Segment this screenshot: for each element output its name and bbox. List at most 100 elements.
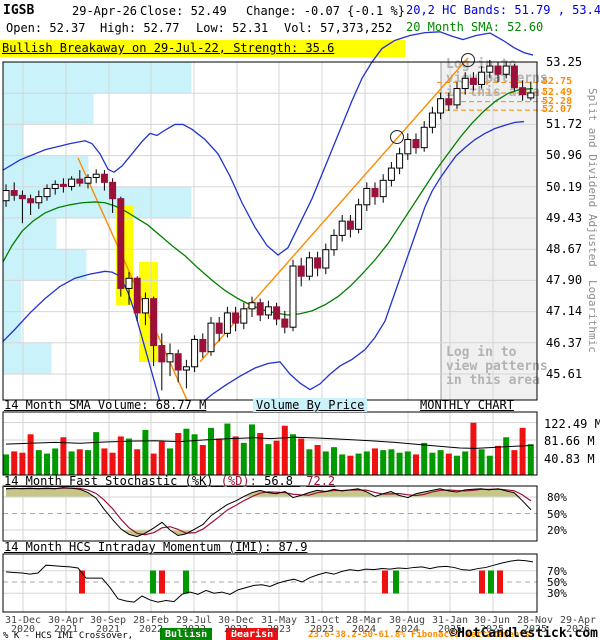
candle-body [437, 98, 445, 114]
stochastic-title[interactable]: 14 Month Fast Stochastic (%K) (%D): 56.8… [4, 474, 335, 488]
volume-label: Vol: 57,373,252 [284, 21, 393, 35]
volume-bar [298, 438, 305, 475]
volume-bar [339, 454, 346, 475]
imi-crossover-green-bar [150, 570, 156, 594]
symbol-label: IGSB [3, 3, 35, 18]
imi-crossover-red-bar [159, 570, 165, 594]
pattern-circle-annotation [461, 53, 475, 67]
candle-body [199, 338, 207, 353]
fib-axis-label: 52.75 [542, 76, 573, 88]
candle-body [100, 173, 108, 183]
price-axis-label: 49.43 [546, 210, 583, 225]
volume-bar [175, 432, 182, 475]
candle-body [478, 71, 486, 85]
imi-crossover-red-bar [382, 570, 388, 594]
volume-sma-title[interactable]: 14 Month SMA Volume: 68.77 M [4, 398, 207, 412]
price-axis-label: 51.72 [546, 117, 583, 132]
volume-bar [372, 448, 378, 475]
price-axis-label: 50.96 [546, 148, 583, 163]
date-label: 29-Apr-26 [72, 4, 138, 18]
fib-axis-label: 52.49 [542, 87, 573, 98]
candle-body [387, 167, 395, 181]
candle-body [510, 65, 518, 89]
candle-body [68, 178, 76, 187]
stochastic-d-value: 72.2 [306, 474, 336, 488]
volume-bar [527, 444, 534, 475]
candle-body [207, 322, 215, 353]
vbp-band [3, 311, 22, 343]
candle-body [494, 65, 502, 75]
imi-crossover-green-bar [488, 570, 494, 594]
crossover-legend-label: % K - HCS IMI Crossover, [3, 631, 134, 640]
volume-bar [150, 453, 157, 475]
candle-body [10, 190, 18, 196]
stoch-d-line [5, 487, 532, 536]
stoch-axis-label: 80% [547, 491, 567, 504]
price-axis-label: 47.14 [546, 304, 583, 319]
bullish-badge[interactable]: Bullish [160, 628, 213, 640]
candle-body [51, 183, 59, 189]
volume-bar [281, 425, 288, 475]
volume-bar [404, 451, 411, 475]
bearish-badge[interactable]: Bearish [226, 628, 279, 640]
imi-line [5, 559, 534, 603]
volume-bar [85, 450, 91, 475]
login-overlay-text[interactable]: in this area [446, 373, 540, 388]
volume-bar [11, 451, 18, 475]
candle-body [182, 366, 190, 371]
volume-bar [347, 455, 354, 475]
fib-axis-label: 52.28 [542, 95, 573, 107]
x-axis-date-label: 30-Dec 2022 [217, 615, 255, 635]
volume-bar [486, 455, 493, 475]
monthly-chart-label: MONTHLY CHART [420, 398, 514, 412]
volume-bar [191, 434, 198, 475]
candle-body [166, 353, 174, 363]
volume-bar [60, 437, 67, 475]
price-axis-label: 45.61 [546, 366, 583, 381]
volume-bar [158, 441, 165, 475]
volume-bar [388, 449, 395, 475]
candle-body [59, 183, 67, 187]
x-axis-date-label: 29-Apr 2026 [559, 615, 597, 635]
volume-bar [314, 444, 321, 475]
login-overlay-region[interactable] [441, 62, 537, 400]
volume-bar [503, 437, 510, 475]
change-label: Change: -0.07 {-0.1 %} [246, 4, 405, 18]
volume-bar [478, 449, 485, 475]
imi-title[interactable]: 14 Month HCS Intraday Momentum (IMI): 87… [4, 540, 308, 554]
pattern-banner[interactable]: Bullish Breakaway on 29-Jul-22, Strength… [0, 40, 405, 57]
candle-body [420, 126, 428, 149]
volume-bar [224, 423, 231, 475]
volume-axis-label: 122.49 M [544, 416, 600, 431]
candle-body [158, 345, 166, 363]
candle-body [240, 308, 248, 324]
candle-body [125, 277, 133, 289]
candle-body [109, 181, 117, 200]
candle-body [281, 318, 289, 328]
login-overlay-text[interactable]: in this area [446, 85, 540, 100]
volume-bar [273, 440, 280, 475]
trendline [199, 57, 469, 363]
copyright-link[interactable]: ©HotCandlestick.com [449, 626, 598, 640]
vbp-band [3, 342, 52, 374]
login-overlay-text[interactable]: Log in to [446, 345, 517, 360]
x-axis-date-label: 28-Feb 2022 [132, 615, 170, 635]
candle-body [305, 257, 313, 277]
vbp-band [3, 249, 87, 281]
candle-body [18, 194, 26, 200]
imi-crossover-red-bar [497, 570, 503, 594]
imi-crossover-red-bar [79, 570, 85, 594]
volume-by-price-label[interactable]: Volume By Price [253, 398, 368, 412]
stoch-axis-label: 20% [547, 524, 567, 537]
candle-body [371, 187, 379, 198]
volume-bar [167, 448, 173, 475]
candle-body [486, 65, 494, 73]
login-overlay-text[interactable]: view patterns [446, 359, 548, 374]
candle-body [43, 187, 51, 198]
volume-bar [208, 427, 214, 475]
x-axis-date-label: 30-Aug 2024 [388, 615, 426, 635]
vbp-band [3, 62, 192, 94]
volume-bar [76, 449, 83, 475]
candle-body [453, 88, 461, 106]
